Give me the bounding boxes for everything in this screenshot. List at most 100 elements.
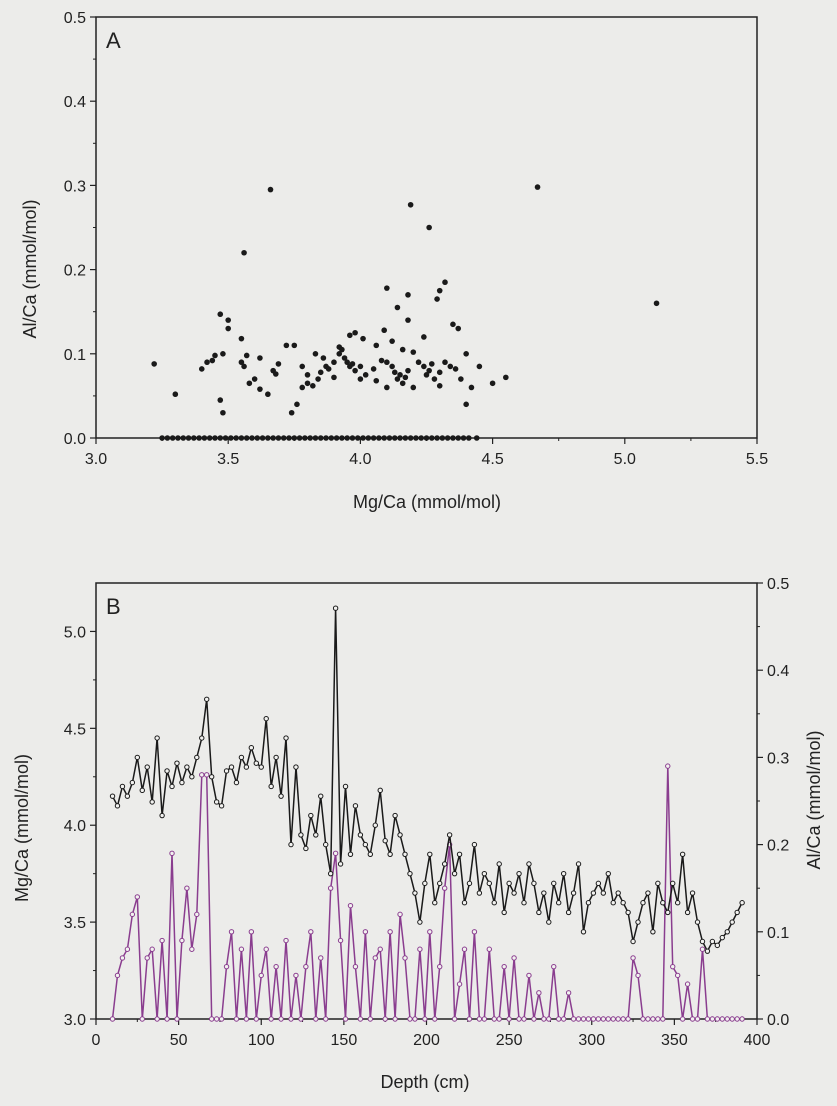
al-ca-point [615,1016,621,1022]
panel-a-point [331,374,337,381]
panel-a-point [265,435,271,441]
panel-b-left-y-tick-label: 4.0 [64,818,86,835]
mg-ca-point [124,793,131,799]
al-ca-point [283,937,289,944]
mg-ca-point [491,900,497,906]
panel-b-x-tick-label: 200 [413,1032,440,1049]
panel-a-point [436,382,443,389]
panel-a-point [196,435,202,441]
al-ca-point [357,1016,364,1022]
al-ca-point [670,963,676,970]
mg-ca-point [412,890,418,896]
mg-ca-point [679,851,686,857]
al-ca-point [674,972,681,979]
panel-a-x-tick-label: 5.0 [614,451,636,468]
panel-a-point [402,374,409,381]
panel-a-point [225,325,231,332]
al-ca-point [248,929,255,935]
panel-a-point [169,435,176,441]
panel-a-point [204,359,210,366]
mg-ca-point [536,909,542,916]
mg-ca-point [327,870,334,877]
al-ca-point [501,963,507,970]
mg-ca-point [670,880,676,887]
al-ca-point [412,1016,418,1022]
al-ca-point [417,946,423,952]
panel-a-point [241,363,247,370]
al-ca-point [551,963,557,970]
al-ca-point [471,929,478,935]
panel-a-point [325,366,332,372]
panel-a-point [238,359,245,366]
mg-ca-point [640,900,646,906]
mg-ca-point [650,929,656,935]
panel-a-point [180,435,187,441]
panel-a-point [426,224,432,231]
panel-a-x-tick-label: 4.0 [349,451,371,468]
panel-b-right-y-tick-label: 0.4 [767,663,789,680]
mg-ca-point [189,774,195,780]
al-ca-point [506,1016,512,1022]
panel-a-point [476,363,483,370]
mg-ca-point [590,890,597,896]
panel-a-point [275,361,282,367]
mg-ca-point [263,715,269,722]
panel-a-point [407,435,414,441]
al-ca-point [238,946,245,952]
panel-a-point [198,366,205,372]
mg-ca-point [471,841,478,848]
al-ca-point [298,1016,304,1022]
panel-a-point [362,372,369,378]
panel-a-point [267,186,274,193]
panel-a-x-tick-label: 3.0 [85,451,107,468]
panel-a-point [426,367,432,374]
mg-ca-point [357,832,364,838]
al-ca-point [491,1016,497,1022]
panel-a-x-tick-label: 4.5 [481,451,503,468]
al-ca-point [719,1016,725,1022]
panel-a-point [312,435,319,441]
al-ca-point [288,1016,294,1022]
mg-ca-point [615,890,621,896]
mg-ca-point [149,799,155,805]
mg-ca-point [437,880,443,887]
al-ca-point [466,1016,473,1022]
panel-a-point [376,435,382,441]
panel-a-y-tick-label: 0.5 [64,10,86,27]
al-ca-point [387,929,393,935]
al-ca-point [337,937,344,944]
panel-a-point [344,435,350,441]
mg-ca-point [551,880,557,887]
panel-a-point [304,380,311,387]
mg-ca-point [387,851,393,857]
mg-ca-point [595,880,602,887]
al-ca-point [625,1016,631,1022]
mg-ca-point [293,764,299,770]
panel-a-point [336,344,343,350]
al-ca-point [109,1016,116,1022]
al-ca-point [590,1016,597,1022]
panel-a-point [222,435,229,441]
mg-ca-point [739,900,745,906]
panel-a-point [399,346,406,353]
mg-ca-point [223,768,230,774]
mg-ca-point [347,851,354,857]
panel-a-point [391,369,398,376]
al-ca-point [729,1016,735,1022]
al-ca-point [570,1016,577,1022]
al-ca-point [218,1016,225,1022]
al-ca-point [372,955,378,961]
panel-a-point [185,435,192,441]
panel-a-point [291,342,298,349]
al-ca-point [541,1016,547,1022]
panel-a-point [352,367,358,374]
panel-a-point [450,435,456,441]
panel-a-point [442,359,448,366]
mg-ca-point [313,832,319,838]
al-ca-point [208,1016,215,1022]
panel-b-x-tick-label: 150 [331,1032,358,1049]
al-ca-point [189,946,195,952]
al-ca-point [655,1016,661,1022]
panel-a-point [413,435,419,441]
mg-ca-point [516,870,522,877]
